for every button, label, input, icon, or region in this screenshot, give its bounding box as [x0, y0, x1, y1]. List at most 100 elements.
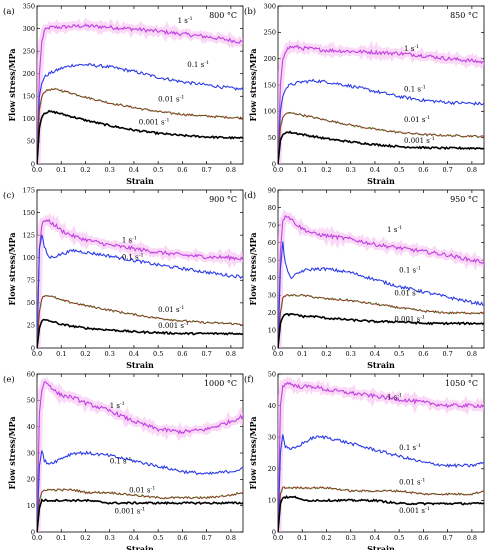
series-marker	[68, 301, 71, 304]
series-label: 1 s-1	[110, 401, 125, 410]
series-marker	[317, 487, 319, 490]
series-marker	[389, 489, 392, 492]
x-tick-label: 0.1	[56, 166, 66, 174]
x-tick-label: 0.7	[442, 166, 452, 174]
series-line-0-01-s-1	[278, 293, 484, 348]
x-axis-label: Strain	[367, 360, 395, 370]
series-line-0-1-s-1	[37, 234, 243, 348]
series-marker	[426, 134, 428, 137]
series-marker	[47, 488, 49, 491]
series-marker	[185, 114, 187, 117]
series-marker	[397, 131, 399, 134]
y-tick-label: 50	[27, 299, 35, 307]
series-marker	[353, 299, 356, 302]
series-marker	[199, 114, 202, 117]
series-marker	[90, 492, 93, 495]
series-marker	[302, 115, 305, 118]
x-tick-label: 0.3	[105, 350, 115, 358]
plot-frame	[277, 5, 485, 165]
series-marker	[76, 489, 78, 491]
panel-letter: (d)	[244, 190, 256, 201]
series-marker	[199, 321, 202, 324]
series-marker	[236, 492, 238, 494]
series-line-0-01-s-1	[278, 111, 484, 164]
x-tick-label: 0.6	[177, 350, 187, 358]
series-marker	[112, 492, 115, 495]
series-label: 0.1 s-1	[187, 60, 209, 69]
series-marker	[47, 294, 49, 297]
series-marker	[199, 496, 202, 498]
series-marker	[61, 90, 64, 93]
series-line-0-1-s-1	[278, 78, 484, 164]
series-label: 0.01 s-1	[404, 115, 430, 124]
x-tick-label: 0.2	[321, 166, 331, 174]
temperature-label: 850 °C	[450, 11, 478, 20]
x-tick-label: 0.2	[321, 350, 331, 358]
series-line-1-s-1	[278, 44, 484, 164]
series-marker	[221, 494, 224, 497]
series-marker	[61, 299, 64, 302]
y-tick-label: 30	[27, 449, 35, 457]
series-line-0-01-s-1	[37, 295, 243, 348]
y-tick-label: 80	[268, 204, 276, 212]
series-group	[278, 38, 484, 164]
series-label: 0.1 s-1	[122, 253, 144, 262]
series-marker	[426, 493, 428, 495]
series-marker	[83, 96, 86, 99]
series-marker	[228, 116, 231, 119]
series-label: 1 s-1	[404, 44, 419, 53]
series-marker	[141, 494, 144, 497]
y-tick-label: 60	[268, 239, 276, 247]
series-label: 0.1 s-1	[404, 84, 426, 93]
series-marker	[39, 495, 42, 498]
x-tick-label: 0.6	[177, 166, 187, 174]
series-line-0-001-s-1	[37, 318, 243, 348]
series-marker	[228, 322, 231, 325]
series-label: 0.01 s-1	[129, 486, 155, 495]
series-marker	[309, 295, 312, 297]
x-tick-label: 0.0	[32, 350, 42, 358]
x-tick-label: 0.8	[467, 350, 477, 358]
x-tick-label: 0.7	[442, 350, 452, 358]
chart-panel-4: 0.0 0.1 0.2 0.3 0.4 0.5 0.6 0.7 0.8 0 10 20 30 40 50 60…	[3, 370, 244, 550]
chart-panel-5: 0.0 0.1 0.2 0.3 0.4 0.5 0.6 0.7 0.8 0 10 20 30 40 50 St…	[244, 370, 485, 550]
series-marker	[177, 112, 180, 115]
series-marker	[367, 490, 370, 493]
series-marker	[54, 87, 57, 90]
series-marker	[302, 487, 305, 490]
x-tick-label: 0.4	[370, 166, 380, 174]
series-line-1-s-1	[278, 381, 484, 532]
y-tick-label: 100	[23, 115, 35, 123]
series-marker	[404, 132, 407, 135]
series-marker	[148, 496, 151, 499]
panel-letter: (a)	[3, 6, 15, 17]
series-marker	[469, 134, 472, 137]
x-tick-label: 0.0	[273, 166, 283, 174]
x-tick-label: 0.5	[394, 350, 404, 358]
series-marker	[177, 320, 180, 322]
series-marker	[477, 492, 479, 495]
series-marker	[462, 493, 465, 496]
x-tick-label: 0.0	[32, 166, 42, 174]
series-marker	[90, 97, 93, 100]
series-marker	[397, 490, 399, 493]
x-tick-label: 0.5	[153, 350, 163, 358]
series-marker	[447, 312, 450, 315]
series-marker	[433, 492, 436, 495]
series-marker	[105, 491, 107, 494]
series-label: 1 s-1	[178, 16, 193, 25]
series-group	[278, 376, 484, 532]
x-tick-label: 0.8	[467, 534, 477, 542]
series-marker	[477, 312, 479, 315]
x-axis-label: Strain	[367, 176, 395, 186]
series-marker	[76, 94, 78, 97]
y-tick-label: 20	[268, 465, 276, 473]
x-axis-label: Strain	[126, 544, 154, 550]
series-marker	[97, 490, 100, 493]
series-marker	[156, 495, 158, 498]
series-line-1-s-1	[37, 23, 243, 164]
series-marker	[236, 116, 238, 119]
series-marker	[206, 496, 209, 498]
series-line-0-001-s-1	[37, 109, 243, 164]
series-marker	[90, 305, 93, 308]
